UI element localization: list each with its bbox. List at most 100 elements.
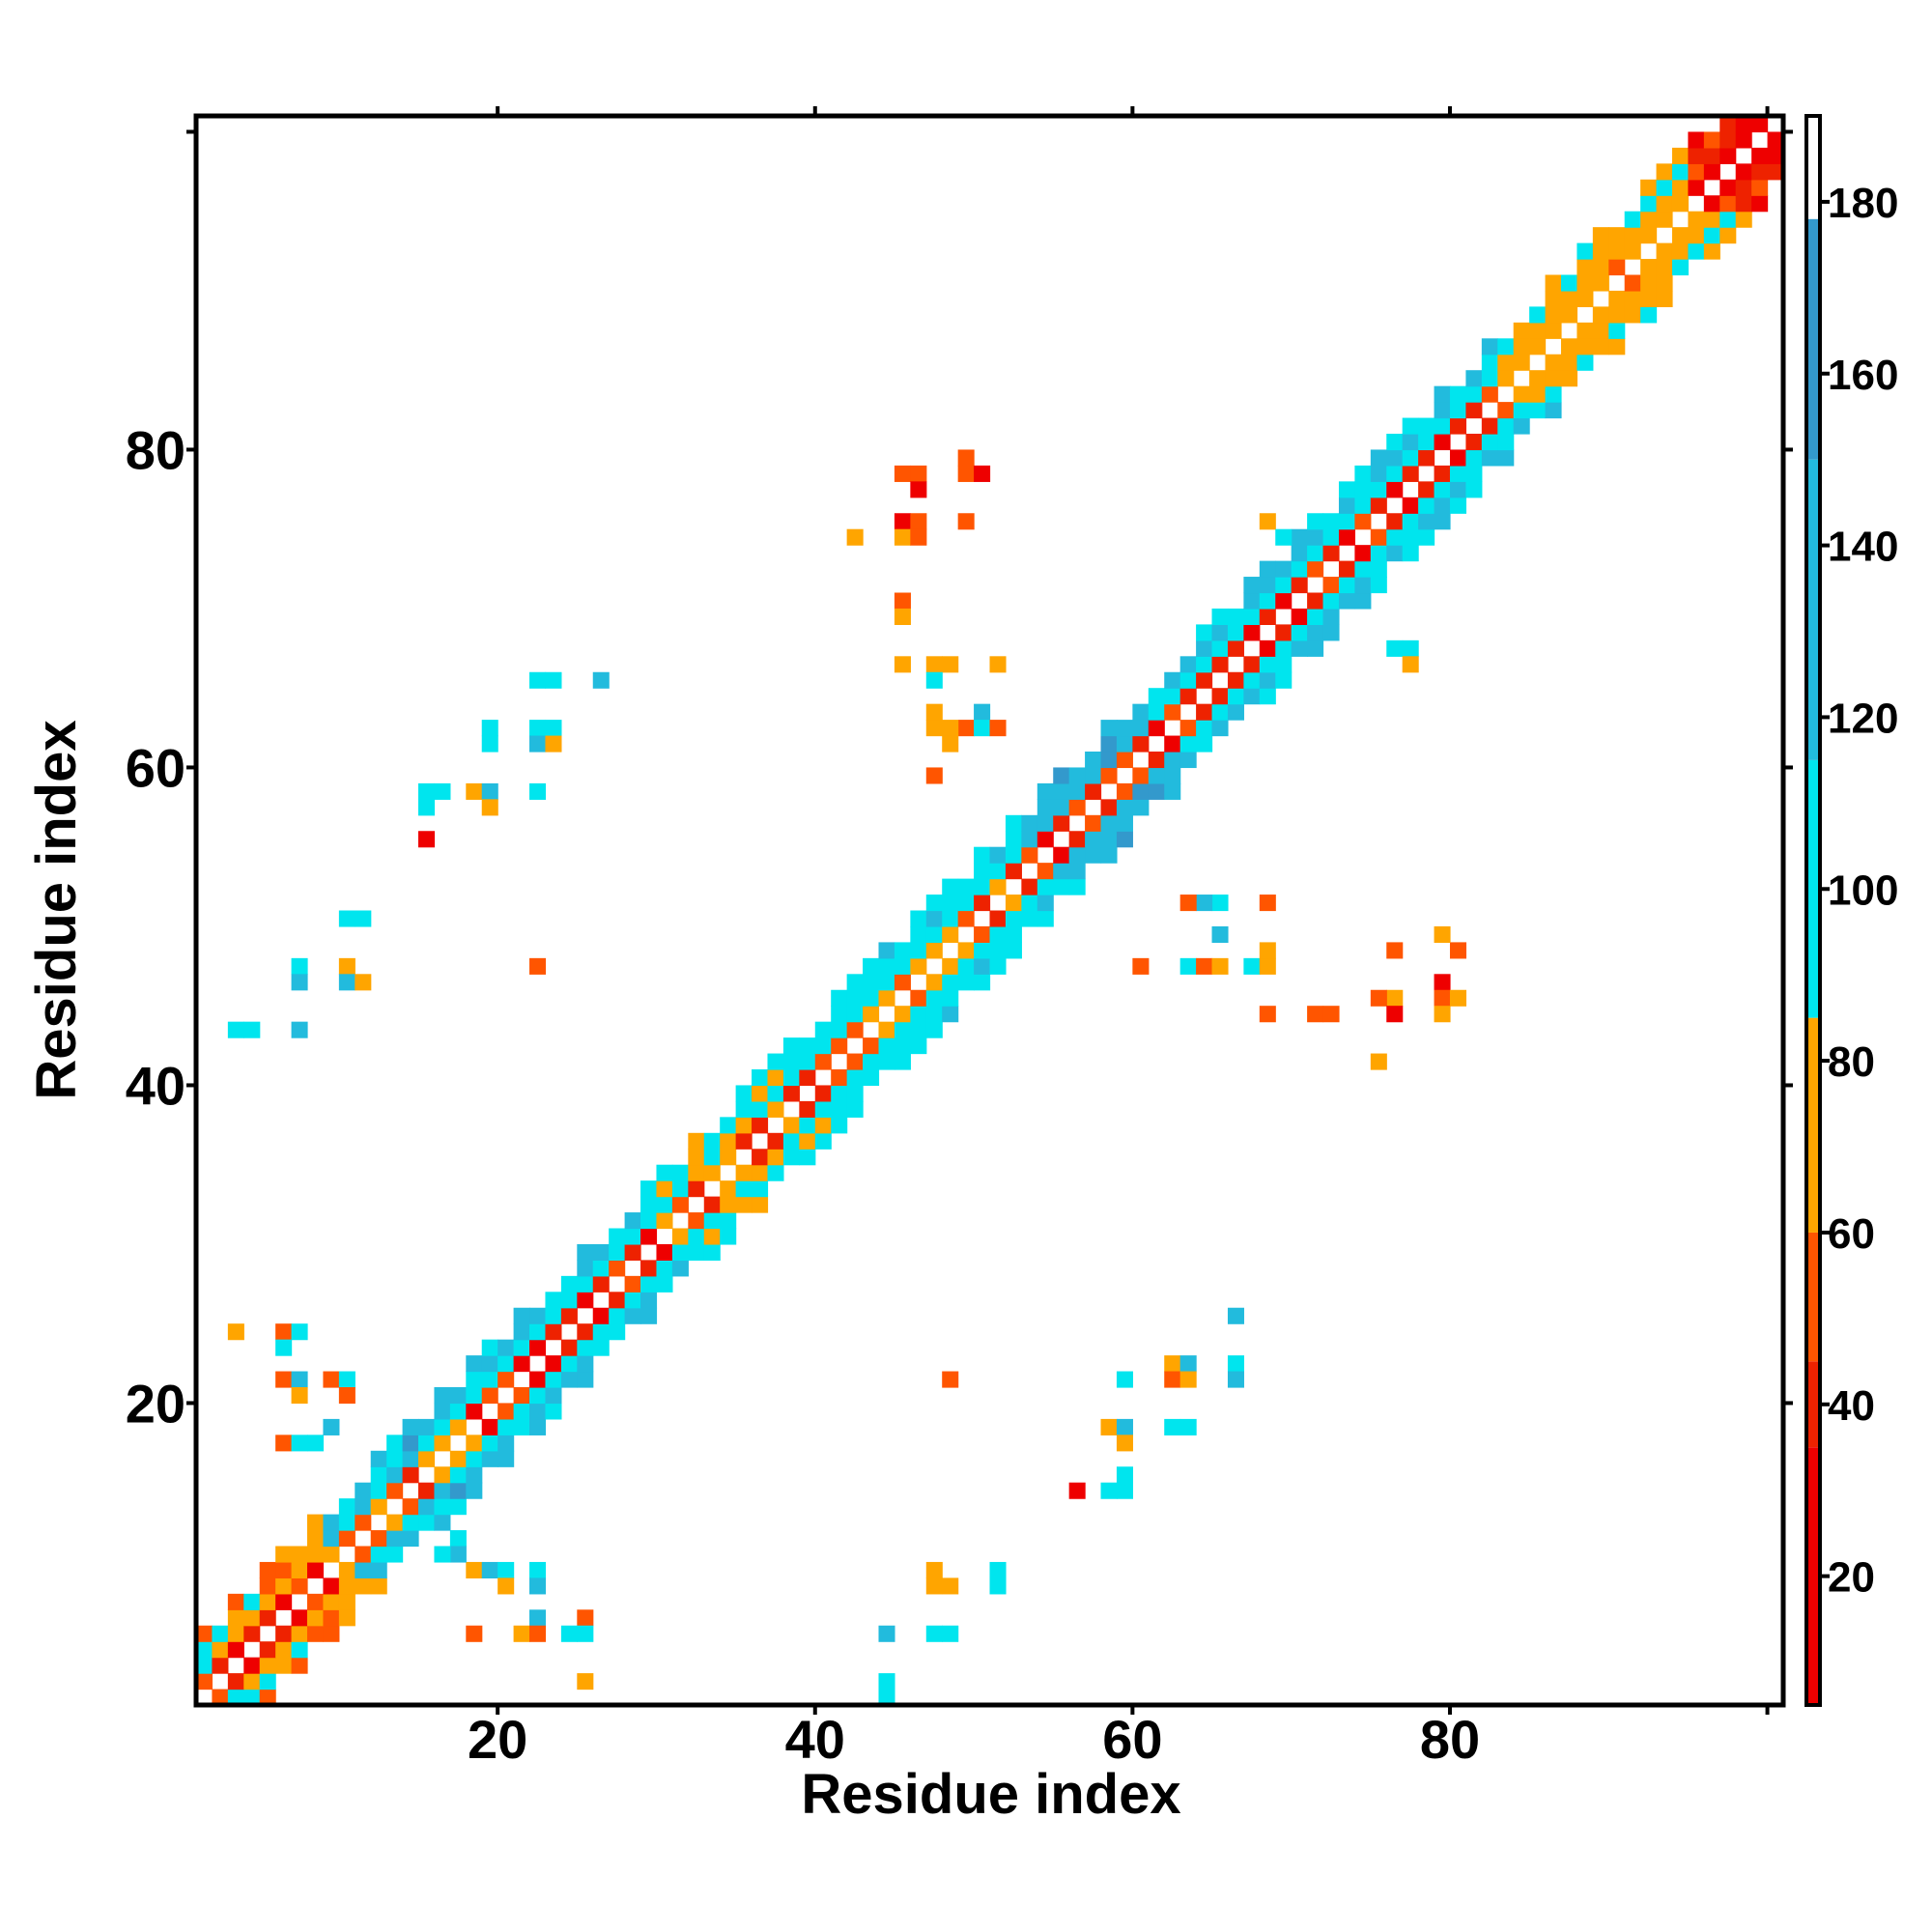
x-tick-label: 60 [1102,1709,1162,1770]
heatmap-cell [1338,560,1355,578]
heatmap-cell [291,1435,308,1452]
heatmap-cell [1322,513,1340,530]
heatmap-cell [386,1466,404,1484]
heatmap-cell [1434,1006,1451,1023]
heatmap-cell [1688,211,1705,228]
heatmap-cell [735,1100,753,1118]
plot-frame [193,113,1786,1708]
heatmap-cell [974,863,991,880]
heatmap-cell [1037,814,1054,832]
heatmap-cell [1085,814,1102,832]
heatmap-cell [1671,163,1690,181]
colorbar-tick-label: 80 [1828,1038,1875,1086]
heatmap-cell [942,974,959,991]
heatmap-cell [1307,513,1324,530]
heatmap-cell [1291,577,1308,594]
heatmap-cell [767,1164,784,1181]
heatmap-cell [545,1387,562,1405]
heatmap-cell [1656,195,1673,213]
heatmap-cell [434,1466,451,1484]
heatmap-cell [1196,720,1213,737]
heatmap-cell [338,974,355,991]
heatmap-cell [259,1593,276,1610]
heatmap-cell [1291,608,1308,625]
heatmap-cell [1386,481,1404,498]
heatmap-cell [1577,322,1594,339]
heatmap-cell [814,1117,832,1134]
heatmap-cell [974,895,991,912]
heatmap-cell [925,989,943,1007]
heatmap-cell [1497,402,1515,419]
heatmap-cell [592,1243,610,1261]
heatmap-cell [957,720,975,737]
heatmap-cell [1196,957,1213,975]
heatmap-cell [1497,417,1515,435]
heatmap-cell [957,910,975,927]
heatmap-cell [1513,385,1530,403]
heatmap-cell [878,974,895,991]
heatmap-cell [1322,577,1340,594]
heatmap-cell [1354,497,1372,514]
heatmap-cell [1275,639,1293,657]
heatmap-cell [957,878,975,895]
heatmap-cell [910,957,927,975]
heatmap-cell [212,1641,229,1659]
heatmap-cell [1370,449,1387,467]
heatmap-cell [878,1053,895,1070]
heatmap-cell [1354,513,1372,530]
heatmap-cell [497,1403,515,1420]
heatmap-cell [942,1577,959,1595]
heatmap-cell [1085,831,1102,848]
heatmap-cell [497,1418,515,1435]
heatmap-cell [1021,878,1038,895]
heatmap-cell [752,1196,769,1213]
heatmap-cell [942,957,959,975]
heatmap-cell [1434,465,1451,482]
heatmap-cell [1068,846,1086,864]
heatmap-cell [957,974,975,991]
heatmap-cell [529,1609,547,1627]
heatmap-cell [418,1482,436,1499]
heatmap-cell [355,1561,372,1578]
heatmap-cell [481,1561,498,1578]
heatmap-cell [656,1164,673,1181]
heatmap-cell [799,1100,816,1118]
heatmap-cell [1037,878,1054,895]
heatmap-cell [671,1228,689,1245]
heatmap-cell [307,1530,325,1548]
heatmap-cell [1275,624,1293,641]
heatmap-cell [831,1006,848,1023]
heatmap-cell [307,1593,325,1610]
heatmap-cell [925,895,943,912]
heatmap-cell [1085,846,1102,864]
heatmap-cell [1211,703,1229,721]
heatmap-cell [1656,259,1673,276]
heatmap-cell [1307,592,1324,610]
heatmap-cell [1037,863,1054,880]
heatmap-cell [671,1243,689,1261]
heatmap-cell [1402,513,1419,530]
heatmap-cell [1100,1482,1118,1499]
heatmap-cell [1116,799,1133,816]
heatmap-cell [370,1561,387,1578]
heatmap-cell [323,1625,340,1642]
colorbar-band [1806,1232,1820,1362]
heatmap-cell [1465,434,1483,451]
heatmap-cell [560,1339,578,1356]
heatmap-cell [1164,752,1181,769]
heatmap-cell [227,1593,244,1610]
heatmap-cell [355,1546,372,1563]
heatmap-cell [782,1117,800,1134]
heatmap-cell [1370,465,1387,482]
heatmap-cell [1307,624,1324,641]
colorbar-band [1806,459,1820,760]
heatmap-cell [1418,481,1435,498]
heatmap-cell [894,513,911,530]
heatmap-cell [481,1435,498,1452]
heatmap-cell [1513,402,1530,419]
heatmap-cell [466,1450,483,1467]
heatmap-cell [1179,1355,1197,1373]
heatmap-cell [942,1006,959,1023]
colorbar: 20 40 60 80 100 120 140 160 180 [1804,114,1898,1707]
heatmap-cell [925,1577,943,1595]
